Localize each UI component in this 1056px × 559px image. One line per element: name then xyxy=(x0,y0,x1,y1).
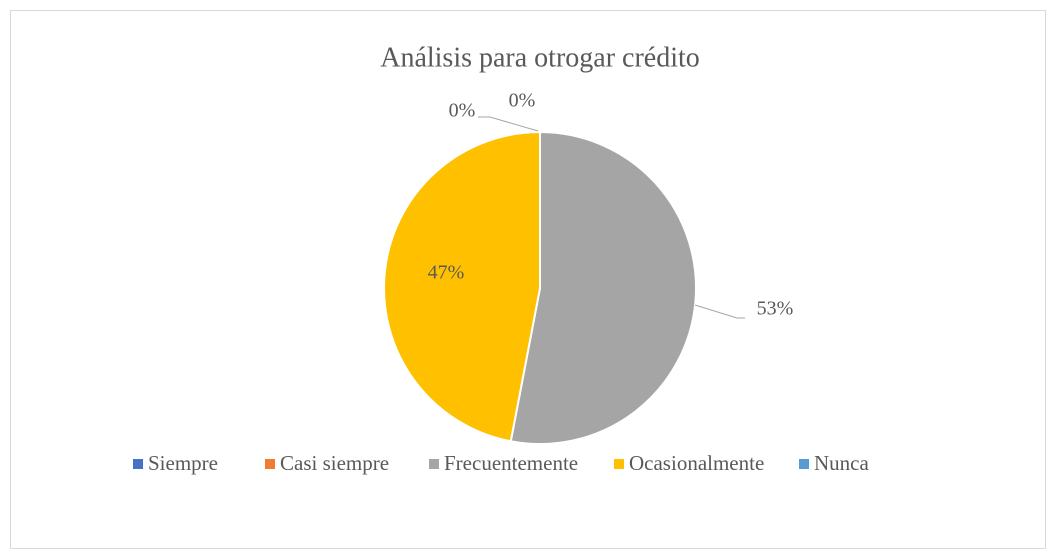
pie-slice xyxy=(509,130,697,445)
chart-title: Análisis para otrogar crédito xyxy=(380,42,700,73)
data-label: 0% xyxy=(509,90,536,112)
leader-line xyxy=(478,116,539,132)
legend-label: Ocasionalmente xyxy=(629,451,764,475)
legend-swatch xyxy=(429,459,439,469)
legend-label: Nunca xyxy=(814,451,869,475)
leader-line xyxy=(694,304,745,319)
pie-slice xyxy=(383,130,541,443)
legend-swatch xyxy=(614,459,624,469)
data-label: 0% xyxy=(449,100,476,122)
legend-label: Casi siempre xyxy=(280,451,389,475)
legend-swatch xyxy=(133,459,143,469)
data-label: 47% xyxy=(428,262,465,284)
legend-label: Frecuentemente xyxy=(444,451,578,475)
legend-swatch xyxy=(799,459,809,469)
data-label: 53% xyxy=(757,298,794,320)
legend-label: Siempre xyxy=(148,451,218,475)
legend-swatch xyxy=(265,459,275,469)
